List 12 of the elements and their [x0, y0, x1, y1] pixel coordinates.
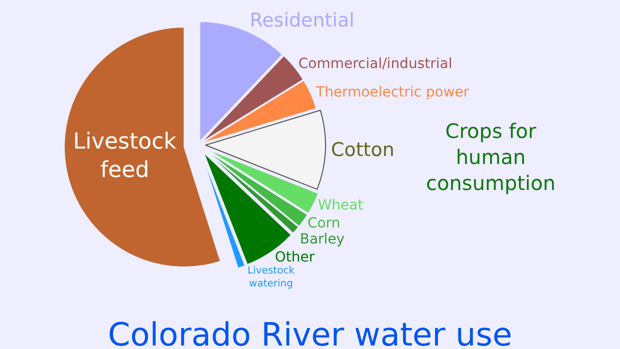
slice-label: Corn	[307, 215, 340, 232]
slice-label: Livestock feed	[73, 129, 177, 184]
slice-label: Thermoelectric power	[315, 84, 470, 101]
slice-label: Cotton	[330, 139, 394, 162]
text: Crops for human consumption	[426, 119, 556, 195]
slice-label: Other	[274, 250, 315, 266]
slice-label: Barley	[300, 231, 345, 248]
slice-label: Commercial/industrial	[298, 56, 452, 72]
slice-label: Wheat	[318, 197, 364, 214]
text: Colorado River water use	[108, 316, 512, 349]
slice-label: Livestock watering	[248, 266, 295, 290]
slice-label: Residential	[250, 10, 354, 32]
